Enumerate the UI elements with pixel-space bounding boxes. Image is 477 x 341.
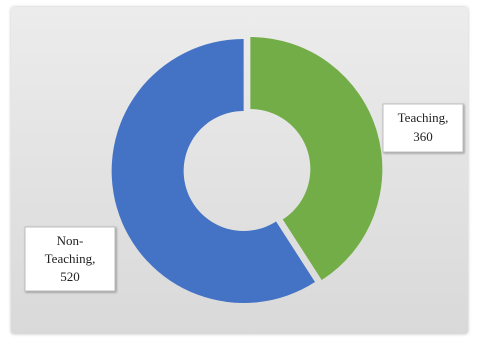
data-label-teaching-line-1: Teaching,: [398, 110, 449, 125]
donut-chart: Teaching, 360 Non- Teaching, 520: [24, 37, 464, 303]
slices-group: [111, 37, 383, 303]
data-label-non-teaching-line-1: Non-: [57, 233, 84, 248]
data-label-teaching-line-2: 360: [413, 129, 433, 144]
data-label-non-teaching-line-3: 520: [60, 269, 80, 284]
slice-teaching: [250, 37, 383, 281]
slice-non-teaching: [111, 38, 316, 303]
data-label-non-teaching: Non- Teaching, 520: [24, 226, 116, 292]
chart-card: Teaching, 360 Non- Teaching, 520: [11, 7, 468, 334]
data-label-non-teaching-line-2: Teaching,: [45, 251, 96, 266]
data-label-teaching: Teaching, 360: [382, 103, 464, 153]
